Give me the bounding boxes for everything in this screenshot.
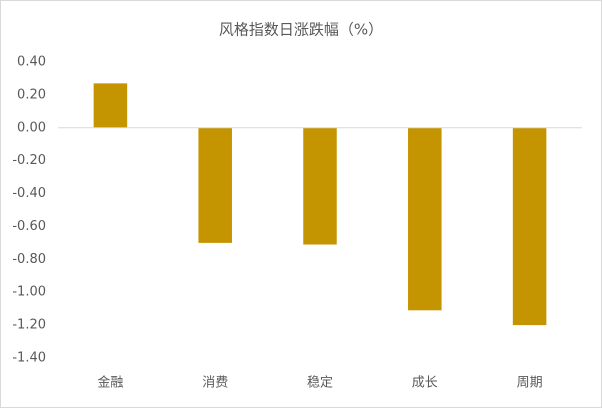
y-tick-label: -1.40 xyxy=(12,351,46,366)
x-tick-label: 稳定 xyxy=(307,375,333,391)
y-tick-label: 0.40 xyxy=(17,55,46,70)
bar xyxy=(408,127,442,311)
y-tick-label: -1.20 xyxy=(12,318,46,333)
y-tick-label: -0.40 xyxy=(12,186,46,201)
bar xyxy=(93,83,128,128)
y-tick-label: -1.00 xyxy=(12,285,46,300)
y-tick-label: -0.80 xyxy=(12,252,46,267)
x-tick-label: 金融 xyxy=(97,375,123,391)
chart-title: 风格指数日涨跌幅（%） xyxy=(219,21,383,39)
x-tick-label: 周期 xyxy=(517,376,543,391)
bar xyxy=(512,127,547,326)
bar xyxy=(198,127,232,243)
x-tick-label: 消费 xyxy=(202,376,228,391)
bar xyxy=(303,127,337,245)
x-tick-label: 成长 xyxy=(412,376,438,391)
y-tick-label: -0.20 xyxy=(12,153,46,168)
y-tick-label: 0.00 xyxy=(17,120,46,135)
y-tick-label: -0.60 xyxy=(12,219,46,234)
y-tick-label: 0.20 xyxy=(17,87,46,102)
